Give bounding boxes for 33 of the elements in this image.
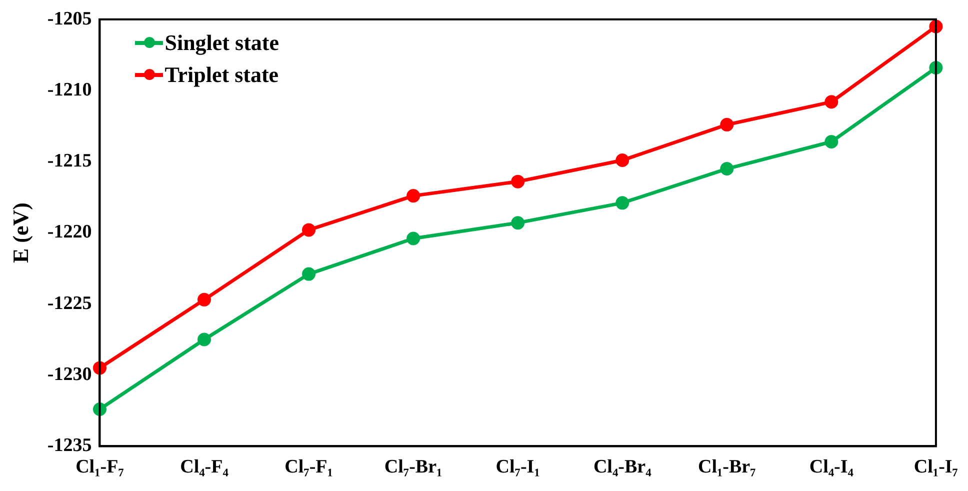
y-tick-label: -1205 [47, 8, 92, 30]
point [302, 267, 316, 281]
y-tick-label: -1210 [47, 79, 92, 100]
x-tick-label: Cl₄-Br₄ [593, 456, 652, 478]
point [824, 95, 838, 109]
x-tick-label: Cl₇-I₁ [496, 456, 540, 478]
point [406, 232, 420, 246]
x-tick-label: Cl₇-F₁ [284, 456, 333, 478]
y-tick-label: -1215 [47, 150, 92, 172]
legend-label: Singlet state [164, 30, 279, 56]
point [616, 196, 630, 210]
point [406, 189, 420, 203]
point [198, 292, 212, 306]
x-tick-label: Cl₄-F₄ [180, 456, 229, 478]
x-tick-label: Cl₁-Br₇ [698, 456, 756, 478]
point [720, 162, 734, 176]
legend-label: Triplet state [164, 62, 279, 88]
y-axis-title: E (eV) [8, 202, 33, 264]
y-tick-label: -1225 [47, 292, 92, 314]
x-tick-label: Cl₁-I₇ [914, 456, 958, 478]
x-tick-label: Cl₁-F₇ [76, 456, 124, 478]
y-tick-label: -1235 [47, 435, 92, 456]
y-tick-label: -1230 [47, 364, 92, 385]
point [511, 174, 525, 188]
point [824, 135, 838, 148]
y-tick-label: -1220 [47, 222, 92, 243]
point [198, 332, 212, 346]
point [720, 118, 734, 132]
point [511, 216, 525, 230]
x-tick-label: Cl₇-Br₁ [384, 456, 442, 478]
point [616, 153, 630, 167]
x-tick-label: Cl₄-I₄ [809, 456, 854, 478]
point [302, 223, 316, 237]
